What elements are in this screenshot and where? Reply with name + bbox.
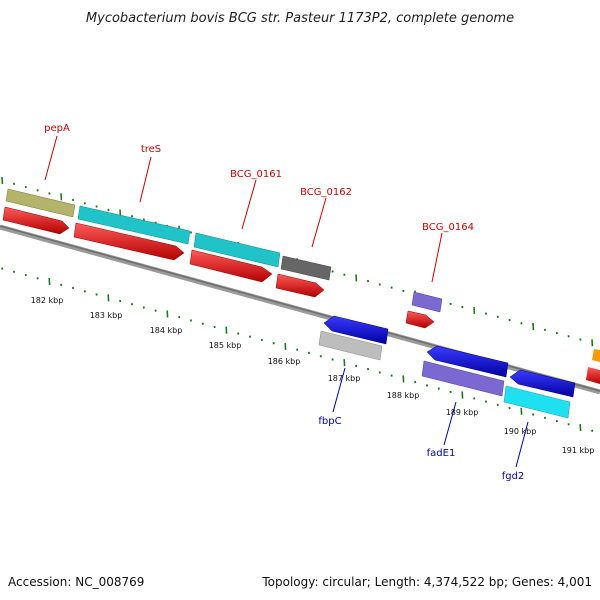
gene-label-bcg0161[interactable]: BCG_0161 [230, 169, 282, 180]
gene-label-bcg0162[interactable]: BCG_0162 [300, 187, 352, 198]
scale-label: 188 kbp [387, 391, 420, 400]
gene-labels-top: pepA treS BCG_0161 BCG_0162 BCG_0164 [44, 123, 474, 283]
reverse-features [318, 315, 576, 419]
leader-line [431, 232, 443, 283]
scale-label: 185 kbp [209, 341, 242, 350]
scale-label: 182 kbp [31, 296, 64, 305]
gene-label-fade1[interactable]: fadE1 [427, 448, 456, 459]
scale-label: 184 kbp [150, 326, 183, 335]
scale-label: 190 kbp [504, 427, 537, 436]
gene-arrow [189, 249, 273, 283]
gene-fbpc[interactable] [318, 315, 389, 361]
leader-line [311, 197, 327, 248]
forward-features [2, 188, 600, 384]
scale-label: 189 kbp [446, 408, 479, 417]
gene-arrow [275, 273, 325, 298]
feature-bar [280, 255, 332, 281]
partial-feature [592, 349, 600, 362]
leader-line [139, 156, 152, 203]
gene-bcg0161[interactable] [189, 232, 281, 283]
scale-label: 191 kbp [562, 446, 595, 455]
gene-arrow [426, 345, 509, 378]
gene-label-fgd2[interactable]: fgd2 [502, 471, 525, 482]
gene-arrow [509, 369, 576, 398]
scale-label: 187 kbp [328, 374, 361, 383]
feature-bar [77, 205, 191, 245]
leader-line [44, 135, 58, 181]
leader-line [332, 367, 346, 413]
leader-line [515, 421, 529, 468]
gene-label-pepa[interactable]: pepA [44, 123, 70, 134]
leader-line [443, 401, 457, 446]
gene-label-bcg0164[interactable]: BCG_0164 [422, 222, 474, 233]
scale-label: 183 kbp [90, 311, 123, 320]
gene-tres[interactable] [73, 205, 191, 261]
map-title: Mycobacterium bovis BCG str. Pasteur 117… [86, 11, 514, 26]
feature-bar [411, 291, 443, 313]
gene-arrow [323, 315, 389, 345]
gene-arrow [73, 222, 185, 261]
gene-bcg0162[interactable] [275, 255, 332, 298]
gene-arrow [405, 310, 435, 329]
gene-label-fbpc[interactable]: fbpC [318, 416, 341, 427]
genome-summary-text: Topology: circular; Length: 4,374,522 bp… [261, 575, 592, 589]
gene-arrow [2, 206, 70, 235]
genome-backbone [0, 224, 600, 395]
scale-labels: 182 kbp 183 kbp 184 kbp 185 kbp 186 kbp … [31, 296, 595, 455]
gene-label-tres[interactable]: treS [141, 144, 161, 155]
feature-bar [421, 360, 505, 397]
scale-label: 186 kbp [268, 357, 301, 366]
feature-bar [5, 188, 76, 218]
gene-pepa[interactable] [2, 188, 76, 235]
leader-line [241, 179, 257, 230]
gene-bcg0164[interactable] [405, 291, 443, 329]
partial-feature [586, 367, 600, 384]
gene-fgd2[interactable] [503, 369, 576, 419]
feature-bar [503, 385, 571, 419]
gene-fade1[interactable] [421, 345, 509, 397]
feature-bar [318, 330, 383, 361]
accession-text: Accession: NC_008769 [8, 575, 144, 589]
feature-bar [193, 232, 281, 268]
bottom-tick-track [1, 267, 594, 432]
gene-labels-bottom: fbpC fadE1 fgd2 [318, 367, 529, 482]
